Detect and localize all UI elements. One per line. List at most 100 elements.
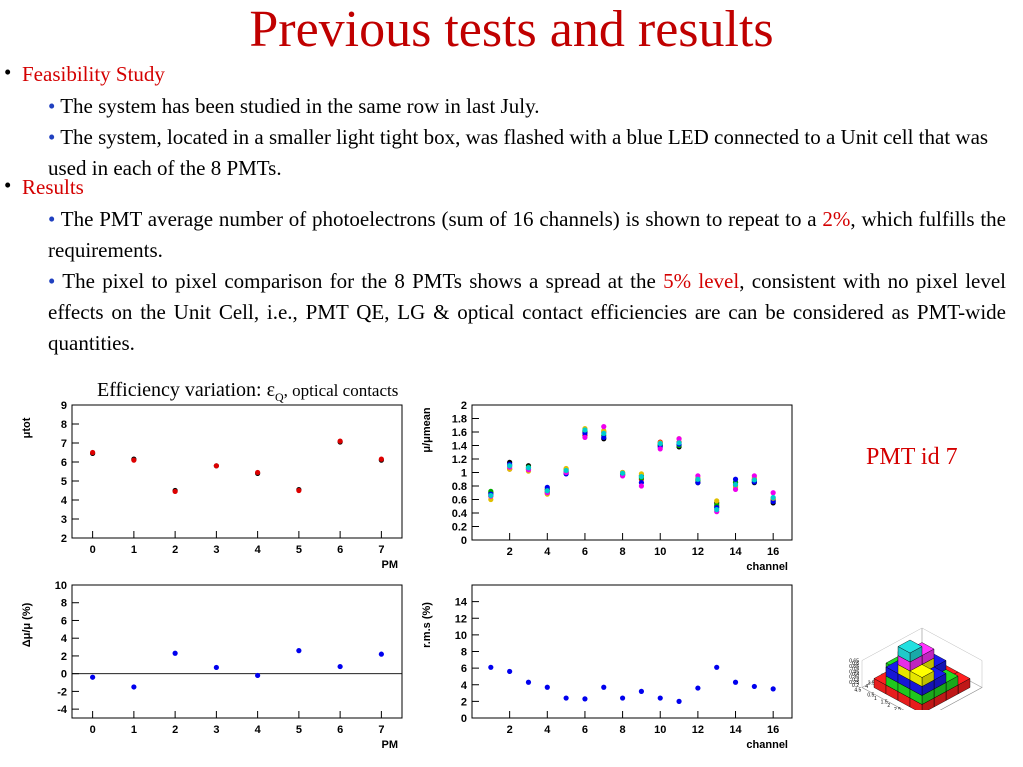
data-point	[770, 494, 776, 501]
data-point	[676, 440, 682, 446]
data-point	[657, 440, 663, 447]
data-point	[507, 464, 513, 470]
data-point	[563, 471, 569, 477]
y-axis-label: μ/μmean	[421, 407, 433, 453]
data-point	[638, 471, 645, 477]
bullet-dot: •	[48, 269, 56, 293]
data-point	[732, 679, 739, 685]
data-point	[638, 475, 645, 481]
data-point	[582, 432, 588, 438]
data-point	[601, 424, 607, 430]
bullet-dot: •	[48, 207, 56, 231]
data-point	[544, 490, 550, 496]
x-tick-label: 12	[692, 546, 704, 558]
spread-highlight: 5% level	[663, 269, 740, 293]
data-point	[507, 466, 513, 472]
y-tick-label: 4	[61, 495, 68, 507]
y-tick-label: 0.8	[452, 481, 467, 493]
sub-bullet-1-text: The system has been studied in the same …	[60, 94, 540, 118]
data-point	[507, 463, 513, 469]
y-tick-label: 8	[61, 419, 67, 431]
data-point	[255, 469, 261, 476]
bullet-dot: •	[4, 60, 12, 84]
data-point	[213, 463, 219, 469]
x-tick-label: 1	[131, 724, 137, 736]
x-tick-label: 14	[729, 724, 742, 736]
data-point	[601, 434, 607, 440]
plot-frame	[71, 584, 403, 719]
y-tick-label: 2	[461, 400, 467, 412]
data-point	[488, 496, 494, 503]
lego-z-tick-label: 0.25	[849, 680, 859, 686]
data-point	[601, 684, 607, 690]
data-point	[544, 488, 550, 494]
y-tick-label: 0.4	[452, 508, 468, 520]
sub-bullet-4-text-b: , consistent with no pixel level effects…	[48, 269, 1006, 355]
data-point	[714, 509, 720, 515]
plot-frame	[471, 584, 793, 719]
data-point	[676, 436, 682, 442]
data-point	[582, 427, 588, 433]
data-point	[638, 473, 645, 480]
y-tick-label: 2	[61, 651, 67, 663]
efficiency-caption: Efficiency variation: εQ, optical contac…	[97, 375, 398, 413]
data-point	[770, 498, 776, 504]
data-point	[714, 505, 720, 511]
data-point	[751, 683, 757, 690]
x-axis-label: channel	[746, 561, 788, 573]
y-tick-label: 10	[455, 630, 467, 642]
chart-1: 2 3 4 5 6 7 8 9 0 1 2 3 4 5 6 7 PM μtot	[21, 400, 403, 571]
y-tick-label: 0.6	[452, 495, 467, 507]
data-point	[676, 442, 682, 449]
lego-z-tick-label: 0.55	[849, 664, 859, 670]
data-point	[563, 469, 569, 476]
data-point	[525, 464, 532, 470]
data-point	[601, 430, 607, 436]
y-tick-label: 1	[461, 468, 467, 480]
data-point	[582, 696, 588, 702]
lego-box-top	[897, 639, 923, 654]
data-point	[90, 450, 96, 457]
lego-x-tick-label: 1.5	[881, 700, 888, 706]
x-tick-label: 6	[337, 544, 343, 556]
data-point	[337, 663, 343, 670]
plot-frame	[471, 404, 793, 541]
data-point	[90, 449, 96, 456]
data-point	[544, 488, 550, 494]
data-point	[619, 471, 626, 478]
y-tick-label: -2	[57, 686, 67, 698]
data-point	[714, 498, 720, 504]
lego-z-tick-label: 0.35	[849, 675, 859, 681]
data-point	[507, 668, 513, 675]
data-point	[601, 428, 607, 434]
x-tick-label: 3	[213, 544, 219, 556]
data-point	[695, 480, 701, 486]
data-point	[695, 476, 701, 482]
x-tick-label: 5	[296, 544, 302, 556]
data-point	[770, 496, 776, 503]
lego-box-top	[909, 664, 935, 678]
data-point	[601, 432, 607, 438]
data-point	[619, 473, 626, 479]
data-point	[657, 695, 663, 701]
data-point	[507, 461, 513, 467]
data-point	[619, 469, 626, 476]
chart-3: -4 -2 0 2 4 6 8 10 0 1 2 3 4 5 6 7 PM Δμ/μ (%)	[21, 580, 403, 751]
x-tick-label: 0	[90, 724, 96, 736]
data-point	[296, 648, 302, 654]
data-point	[507, 466, 513, 472]
x-tick-label: 8	[620, 724, 626, 736]
x-axis-label: channel	[746, 739, 788, 751]
data-point	[732, 480, 739, 486]
x-tick-label: 4	[255, 544, 262, 556]
data-point	[544, 486, 550, 492]
data-point	[676, 441, 682, 447]
data-point	[732, 482, 739, 488]
lego-plot: 0.650.60.550.50.450.40.350.30.250.24.543…	[849, 627, 983, 710]
data-point	[676, 444, 682, 450]
data-point	[488, 488, 494, 494]
data-point	[131, 456, 137, 462]
data-point	[695, 480, 701, 486]
data-point	[714, 503, 720, 509]
repeat-highlight: 2%	[822, 207, 851, 231]
